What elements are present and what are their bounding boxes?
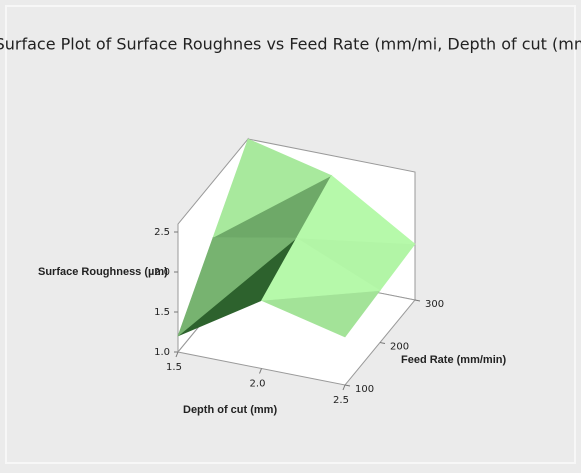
surface-facet <box>212 138 333 239</box>
x-tick-label: 2.5 <box>333 395 349 406</box>
surface-facet <box>260 237 381 301</box>
z-tick-label: 2.0 <box>154 267 170 278</box>
chart-title: Surface Plot of Surface Roughnes vs Feed… <box>0 35 581 54</box>
surface-facet <box>177 237 298 337</box>
x-tick <box>342 384 346 391</box>
y-tick-label: 100 <box>355 384 374 395</box>
x-tick <box>175 351 179 358</box>
z-tick-label: 2.5 <box>154 227 170 238</box>
y-tick-label: 200 <box>390 342 409 353</box>
y-axis-label: Feed Rate (mm/min) <box>401 354 506 366</box>
x-tick <box>259 368 262 374</box>
y-tick <box>344 384 351 387</box>
z-tick-label: 1.0 <box>154 347 170 358</box>
surface-facet <box>296 175 416 245</box>
z-tick-label: 1.5 <box>154 307 170 318</box>
y-tick <box>379 342 386 344</box>
z-axis-label: Surface Roughness (µm) <box>38 266 168 278</box>
x-tick-label: 2.0 <box>250 379 266 390</box>
x-tick-label: 1.5 <box>166 362 182 373</box>
y-tick-label: 300 <box>425 299 444 310</box>
x-axis-label: Depth of cut (mm) <box>183 404 277 416</box>
y-tick <box>414 299 421 302</box>
